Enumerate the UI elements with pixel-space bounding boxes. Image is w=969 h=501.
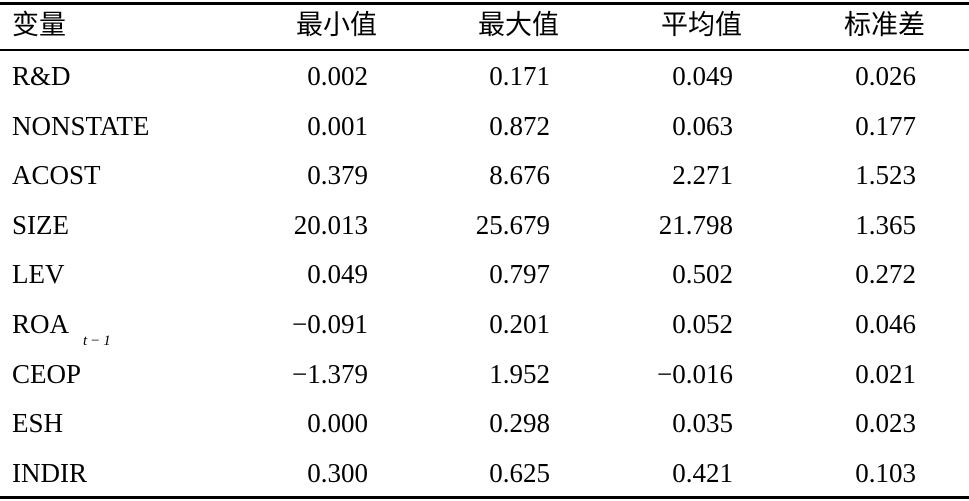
cell-value: −0.016	[657, 358, 733, 389]
header-cell: 变量	[12, 10, 66, 41]
cell-value: 0.502	[672, 259, 733, 290]
cell-value: 0.872	[489, 110, 550, 141]
cell-value: 25.679	[475, 209, 550, 240]
cell-value: −0.091	[292, 309, 368, 339]
cell-value: 21.798	[658, 209, 733, 240]
row-label: R&D	[12, 61, 71, 91]
cell-value: 1.523	[855, 160, 916, 191]
header-cell: 标准差	[844, 10, 925, 41]
header-cell: 最大值	[478, 10, 559, 41]
cell-value: 0.026	[855, 61, 916, 91]
cell-value: 0.421	[672, 457, 733, 488]
cell-value: 0.046	[855, 309, 916, 339]
cell-value: 0.000	[307, 408, 368, 439]
cell-value: 1.952	[489, 358, 550, 389]
header-cell: 最小值	[296, 10, 377, 41]
row-label: SIZE	[12, 209, 69, 240]
cell-value: 2.271	[672, 160, 733, 191]
row-label: NONSTATE	[12, 110, 150, 141]
cell-value: 0.103	[855, 457, 916, 488]
cell-value: 0.625	[489, 457, 550, 488]
row-label: ROA t−1	[12, 299, 114, 349]
cell-value: 0.001	[307, 110, 368, 141]
cell-value: 0.035	[672, 408, 733, 439]
header-cell: 平均值	[661, 10, 742, 41]
cell-value: 0.023	[855, 408, 916, 439]
cell-value: 0.300	[307, 457, 368, 488]
cell-value: 1.365	[855, 209, 916, 240]
cell-value: 0.021	[855, 358, 916, 389]
cell-value: 0.002	[307, 61, 368, 91]
cell-value: 0.379	[307, 160, 368, 191]
row-label: INDIR	[12, 457, 87, 488]
cell-value: 0.049	[307, 259, 368, 290]
cell-text: ROA	[12, 309, 70, 339]
row-label: ACOST	[12, 160, 101, 191]
cell-value: −1.379	[292, 358, 368, 389]
subscript: t−1	[83, 333, 114, 350]
cell-value: 0.201	[489, 309, 550, 339]
header-rule	[0, 49, 969, 51]
cell-value: 0.298	[489, 408, 550, 439]
top-rule	[0, 2, 969, 5]
cell-value: 0.177	[855, 110, 916, 141]
cell-value: 0.171	[489, 61, 550, 91]
row-label: LEV	[12, 259, 65, 290]
cell-value: 0.052	[672, 309, 733, 339]
row-label: ESH	[12, 408, 64, 439]
row-label: CEOP	[12, 358, 82, 389]
cell-value: 0.063	[672, 110, 733, 141]
cell-value: 0.797	[489, 259, 550, 290]
cell-value: 0.049	[672, 61, 733, 91]
bottom-rule	[0, 496, 969, 499]
cell-value: 0.272	[855, 259, 916, 290]
cell-value: 20.013	[293, 209, 368, 240]
cell-value: 8.676	[489, 160, 550, 191]
